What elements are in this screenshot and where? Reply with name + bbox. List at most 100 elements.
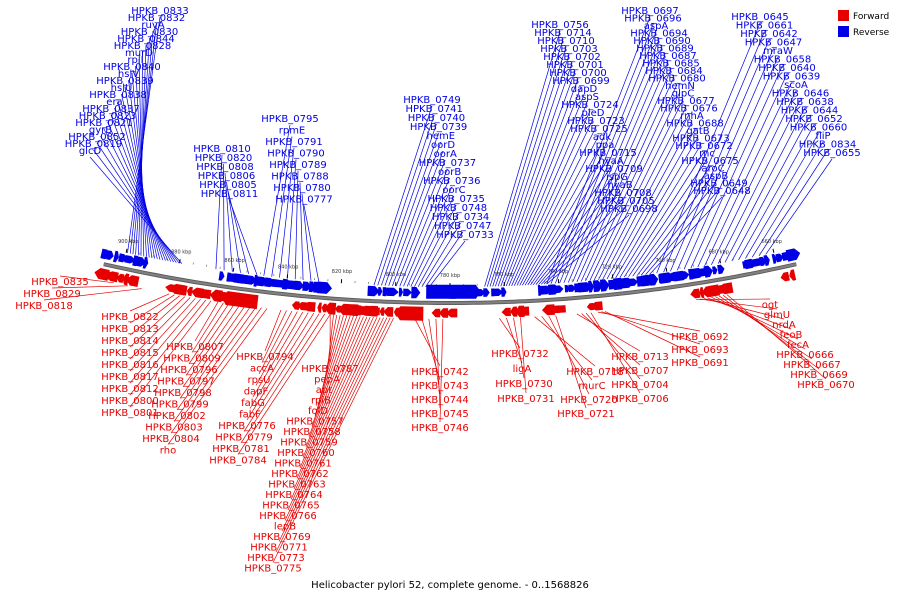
gene-leader-line bbox=[663, 31, 765, 273]
gene-label: HPKB_0680 bbox=[648, 74, 705, 85]
gene-label: HPKB_0700 bbox=[549, 68, 606, 79]
gene-label: fliP bbox=[815, 131, 830, 142]
gene-label: hslU bbox=[111, 83, 133, 94]
forward-gene-arrow bbox=[317, 302, 322, 313]
reverse-gene-arrow bbox=[588, 280, 594, 293]
gene-leader-line bbox=[246, 312, 315, 421]
gene-leader-line bbox=[399, 168, 448, 287]
gene-leader-line bbox=[281, 317, 384, 532]
gene-label: HPKB_0640 bbox=[758, 63, 815, 74]
gene-label: HPKB_0811 bbox=[201, 189, 258, 200]
gene-leader-line bbox=[497, 70, 576, 287]
gene-label: HPKB_0714 bbox=[534, 28, 591, 39]
gene-leader-line bbox=[107, 121, 169, 262]
gene-label: HPKB_0725 bbox=[570, 124, 627, 135]
tick-label: 880 kbp bbox=[171, 249, 191, 255]
gene-leader-line bbox=[580, 76, 675, 282]
gene-leader-line bbox=[519, 134, 600, 286]
gene-label: ppa bbox=[596, 140, 615, 151]
gene-leader-line bbox=[765, 158, 833, 255]
gene-label: HPKB_0715 bbox=[579, 148, 636, 159]
tick-label: 780 kbp bbox=[440, 273, 460, 279]
forward-gene-arrow bbox=[106, 271, 119, 283]
gene-leader-line bbox=[129, 299, 207, 396]
gene-leader-line bbox=[185, 304, 235, 376]
gene-label: HPKB_0828 bbox=[114, 41, 171, 52]
tick-mark bbox=[772, 248, 775, 253]
gene-label: HPKB_0790 bbox=[267, 149, 324, 160]
gene-leader-line bbox=[381, 123, 437, 286]
gene-label: HPKB_0710 bbox=[537, 36, 594, 47]
gene-leader-line bbox=[317, 315, 344, 406]
gene-leader-line bbox=[388, 141, 442, 286]
genome-caption: Helicobacter pylori 52, complete genome.… bbox=[311, 580, 589, 591]
reverse-gene-arrow bbox=[568, 284, 576, 292]
forward-gene-arrow bbox=[780, 271, 790, 282]
genome-backbone bbox=[103, 262, 797, 305]
gene-label: HPKB_0815 bbox=[101, 348, 158, 359]
gene-label: HPKB_0820 bbox=[195, 153, 252, 164]
gene-label: HPKB_0648 bbox=[693, 186, 750, 197]
gene-leader-line bbox=[711, 90, 797, 265]
gene-label: HPKB_0789 bbox=[269, 160, 326, 171]
gene-label: dapD bbox=[571, 84, 598, 95]
gene-leader-line bbox=[43, 288, 142, 301]
gene-leader-line bbox=[751, 141, 824, 258]
gene-label: scoA bbox=[784, 80, 808, 91]
gene-leader-line bbox=[226, 181, 241, 273]
gene-leader-line bbox=[726, 294, 827, 380]
gene-label: aspB bbox=[704, 171, 729, 182]
gene-label: HPKB_0817 bbox=[101, 372, 158, 383]
reverse-gene-arrow bbox=[592, 280, 603, 293]
gene-label: HPKB_0673 bbox=[672, 134, 729, 145]
gene-leader-line bbox=[527, 158, 609, 286]
gene-leader-line bbox=[314, 315, 348, 416]
gene-leader-line bbox=[320, 315, 341, 395]
gene-leader-line bbox=[505, 94, 585, 287]
reverse-gene-labels: HPKB_0833HPKB_0832ruvAHPKB_0830HPKB_0844… bbox=[65, 6, 861, 288]
gene-label: HPKB_0649 bbox=[690, 179, 747, 190]
gene-label: glpC bbox=[672, 89, 694, 100]
gene-label: HPKB_0756 bbox=[531, 20, 588, 31]
gene-leader-line bbox=[406, 186, 453, 287]
gene-label: HPKB_0731 bbox=[497, 394, 554, 405]
reverse-gene-arrow bbox=[124, 255, 136, 264]
gene-label: era bbox=[106, 97, 122, 108]
gene-label: HPKB_0655 bbox=[803, 148, 860, 159]
gene-label: HPKB_0788 bbox=[271, 172, 328, 183]
gene-label: HPKB_0718 bbox=[566, 367, 623, 378]
gene-leader-line bbox=[606, 121, 693, 280]
gene-label: HPKB_0840 bbox=[103, 62, 160, 73]
forward-gene-arrow bbox=[338, 303, 354, 316]
forward-gene-arrow bbox=[439, 308, 449, 318]
gene-leader-line bbox=[690, 65, 783, 269]
gene-leader-line bbox=[179, 305, 246, 399]
gene-leader-line bbox=[275, 317, 391, 553]
legend-label: Reverse bbox=[853, 28, 890, 38]
gene-label: gatB bbox=[686, 126, 709, 137]
forward-gene-arrow bbox=[303, 301, 315, 312]
gene-label: ogt bbox=[762, 300, 778, 311]
gene-label: HPKB_0803 bbox=[145, 423, 202, 434]
gene-leader-line bbox=[506, 317, 523, 364]
forward-gene-arrows bbox=[94, 268, 797, 321]
gene-leader-line bbox=[731, 116, 810, 262]
gene-label: HPKB_0692 bbox=[671, 332, 728, 343]
gene-label: HPKB_0736 bbox=[423, 176, 480, 187]
gene-leader-line bbox=[59, 275, 114, 284]
gene-leader-line bbox=[384, 132, 439, 286]
gene-leader-line bbox=[414, 204, 457, 287]
gene-leader-line bbox=[676, 48, 774, 271]
tick-mark bbox=[719, 259, 721, 264]
gene-leader-line bbox=[272, 317, 394, 563]
gene-leader-line bbox=[745, 133, 819, 259]
gene-label: HPKB_0739 bbox=[410, 122, 467, 133]
gene-leader-line bbox=[484, 30, 561, 287]
gene-leader-line bbox=[503, 86, 582, 287]
gene-label: glmU bbox=[764, 310, 790, 321]
gene-label: HPKB_0804 bbox=[142, 434, 199, 445]
gene-label: HPKB_0773 bbox=[247, 553, 304, 564]
gene-leader-line bbox=[524, 150, 606, 286]
gene-label: HPKB_0690 bbox=[633, 36, 690, 47]
